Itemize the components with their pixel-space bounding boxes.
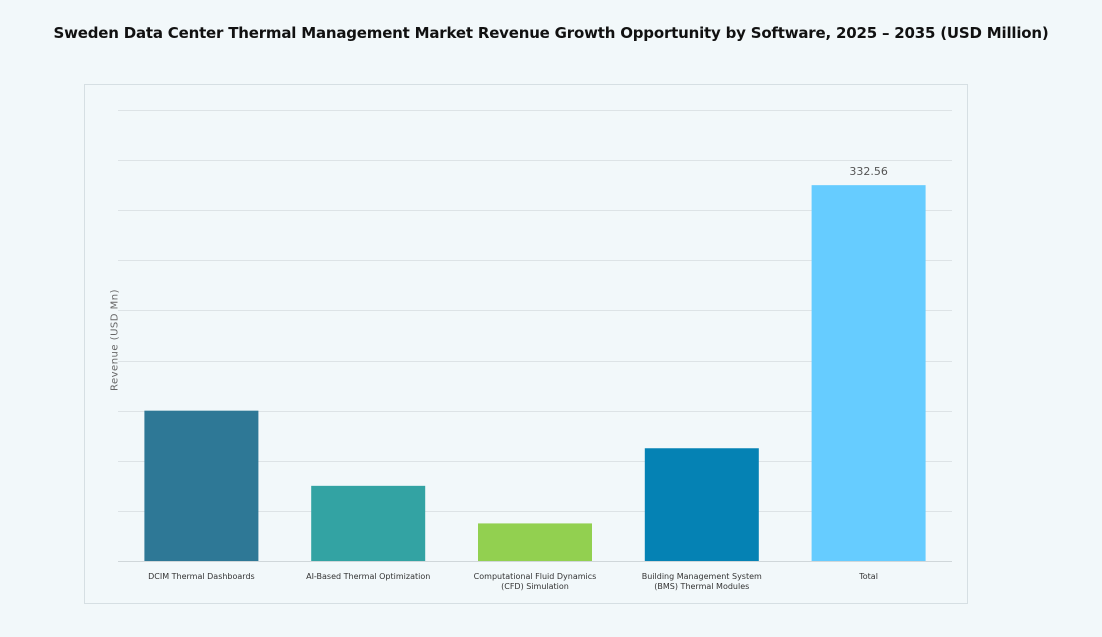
bar	[644, 448, 759, 561]
chart-title: Sweden Data Center Thermal Management Ma…	[53, 24, 1049, 42]
bar	[811, 185, 926, 561]
data-label: 332.56	[849, 165, 888, 178]
bar	[144, 410, 259, 561]
bar	[311, 485, 426, 561]
x-tick-label: DCIM Thermal Dashboards	[148, 572, 255, 581]
x-tick-label: Computational Fluid Dynamics (CFD) Simula…	[474, 572, 597, 591]
bar	[478, 523, 592, 561]
x-tick-label: Building Management System (BMS) Thermal …	[642, 572, 762, 591]
x-tick-label: AI-Based Thermal Optimization	[306, 572, 430, 581]
x-tick-label: Total	[858, 572, 878, 581]
